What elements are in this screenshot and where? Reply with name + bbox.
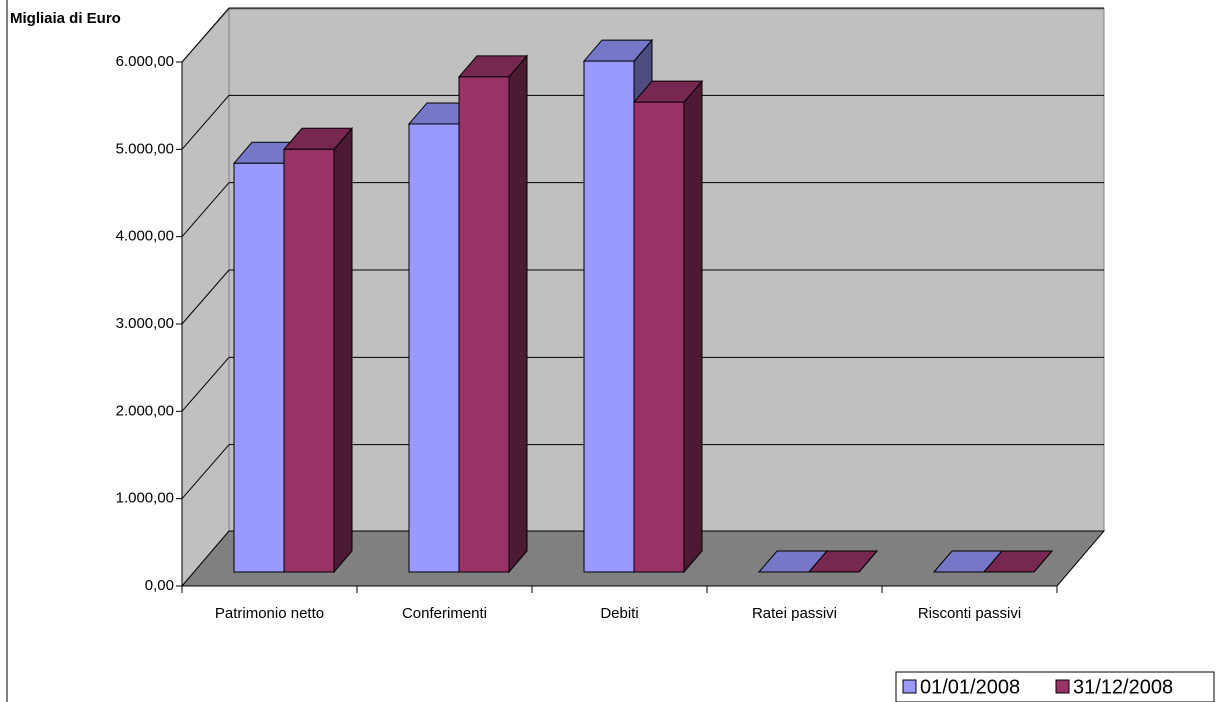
bar — [807, 550, 879, 573]
y-tick-label: 6.000,00 — [116, 53, 174, 70]
y-tick-label: 1.000,00 — [116, 490, 174, 507]
bar-front — [283, 148, 335, 573]
x-tick-label: Ratei passivi — [752, 605, 837, 622]
legend-label: 31/12/2008 — [1073, 676, 1173, 698]
y-tick-label: 4.000,00 — [116, 228, 174, 245]
grid-line — [181, 182, 230, 237]
bar-front — [408, 123, 460, 573]
bar-top — [807, 550, 879, 573]
bar-front — [458, 76, 510, 573]
bar — [632, 79, 704, 574]
bar-top — [982, 550, 1054, 573]
y-tick-label: 5.000,00 — [116, 140, 174, 157]
bar-front — [233, 162, 285, 573]
grid-line — [181, 357, 230, 412]
bar-side — [683, 79, 703, 574]
bar — [457, 54, 529, 574]
legend-label: 01/01/2008 — [920, 676, 1020, 698]
grid-line — [181, 269, 230, 325]
grid-line — [181, 95, 230, 150]
chart-title: Migliaia di Euro — [10, 10, 121, 27]
y-tick-label: 2.000,00 — [116, 402, 174, 419]
x-tick-label: Debiti — [600, 605, 638, 622]
bars — [232, 38, 1054, 574]
legend-swatch — [902, 679, 917, 694]
legend — [895, 671, 1215, 702]
x-tick-label: Risconti passivi — [918, 605, 1021, 622]
y-tick-label: 0,00 — [145, 577, 174, 594]
x-tick-label: Conferimenti — [402, 605, 487, 622]
bar-front — [583, 60, 635, 573]
bar — [982, 550, 1054, 573]
x-tick-label: Patrimonio netto — [215, 605, 324, 622]
bar-side — [333, 126, 353, 574]
grid-line — [181, 444, 230, 499]
grid-line — [181, 7, 230, 63]
bar-front — [633, 101, 685, 573]
legend-swatch — [1055, 679, 1070, 694]
bar-side — [508, 54, 528, 574]
y-tick-label: 3.000,00 — [116, 315, 174, 332]
bar — [282, 126, 354, 574]
